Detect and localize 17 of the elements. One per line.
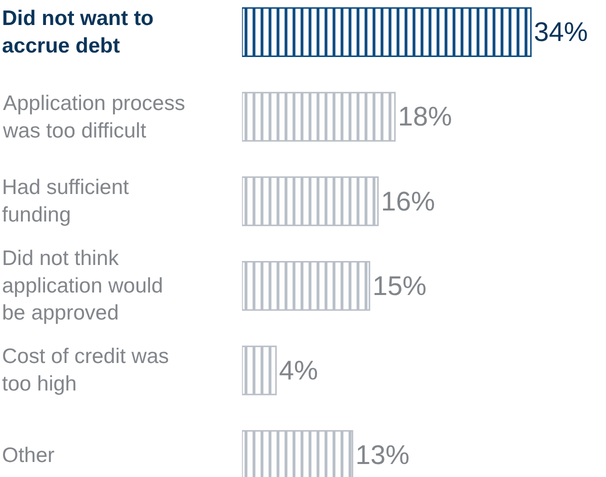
data-label: 15% bbox=[372, 270, 426, 301]
data-label: 13% bbox=[355, 440, 410, 470]
y-tick-label: Other bbox=[2, 444, 55, 467]
bar bbox=[242, 7, 532, 57]
bar bbox=[242, 92, 396, 142]
y-tick-label: Had sufficient funding bbox=[2, 176, 130, 226]
y-tick-label: Did not think application would be approved bbox=[2, 247, 164, 325]
y-tick-label: Cost of credit was too high bbox=[2, 345, 169, 396]
bar bbox=[242, 261, 370, 311]
data-label: 18% bbox=[398, 102, 452, 132]
data-label: 4% bbox=[278, 355, 318, 386]
data-label: 34% bbox=[534, 17, 588, 48]
bar bbox=[242, 346, 277, 396]
data-label: 16% bbox=[380, 186, 435, 216]
bar bbox=[242, 176, 379, 226]
y-tick-label: Did not want to accrue debt bbox=[2, 7, 154, 58]
y-tick-label: Application process was too difficult bbox=[2, 92, 186, 142]
